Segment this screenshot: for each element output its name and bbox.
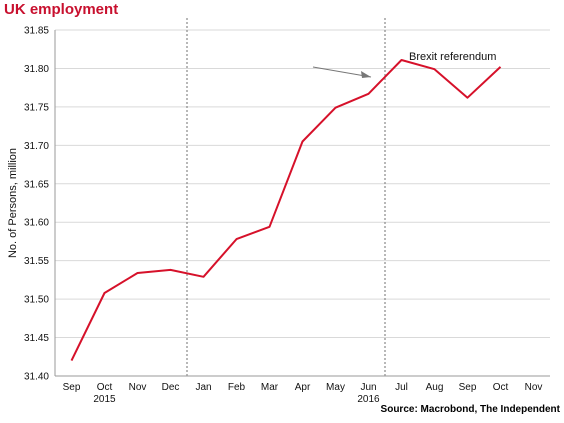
x-tick-label: Jun [360,382,376,393]
y-axis: 31.40 31.45 31.50 31.55 31.60 31.65 31.70 31.75… [7,26,56,383]
y-tick-label: 31.75 [24,102,49,113]
x-axis: Sep Oct Nov Dec Jan Feb Mar Apr May Jun Jul Aug Sep O… [55,375,550,405]
x-tick-label: Mar [261,382,279,393]
y-tick-label: 31.85 [24,26,49,37]
y-tick-label: 31.40 [24,372,49,383]
x-tick-label: Oct [493,382,509,393]
source-note: Source: Macrobond, The Independent [380,404,560,415]
annotation-arrowhead [361,71,371,78]
chart-title: UK employment [4,1,119,18]
x-tick-label: Dec [162,382,180,393]
y-tick-label: 31.80 [24,64,49,75]
x-tick-label: Feb [228,382,246,393]
y-tick-label: 31.65 [24,179,49,190]
series-line [70,59,502,362]
x-year-label: 2016 [357,394,380,405]
y-axis-label: No. of Persons, million [7,148,19,258]
x-tick-label: Nov [129,382,147,393]
annotation-label: Brexit referendum [409,51,496,63]
x-tick-label: Aug [426,382,444,393]
annotation-layer: Brexit referendum [312,51,496,78]
y-tick-label: 31.50 [24,295,49,306]
y-tick-label: 31.45 [24,333,49,344]
series-layer [70,59,502,362]
y-tick-label: 31.55 [24,256,49,267]
y-tick-label: 31.60 [24,218,49,229]
x-year-label: 2015 [93,394,116,405]
x-tick-label: Jul [395,382,408,393]
y-tick-label: 31.70 [24,141,49,152]
x-tick-label: Sep [63,382,81,393]
x-tick-label: Apr [295,382,311,393]
year-dividers [186,18,386,376]
x-tick-label: Sep [459,382,477,393]
x-tick-label: Nov [525,382,543,393]
annotation-arrow-line [312,66,372,78]
x-tick-label: Jan [195,382,211,393]
grid-lines [55,29,550,377]
x-tick-label: Oct [97,382,113,393]
x-tick-label: May [326,382,345,393]
